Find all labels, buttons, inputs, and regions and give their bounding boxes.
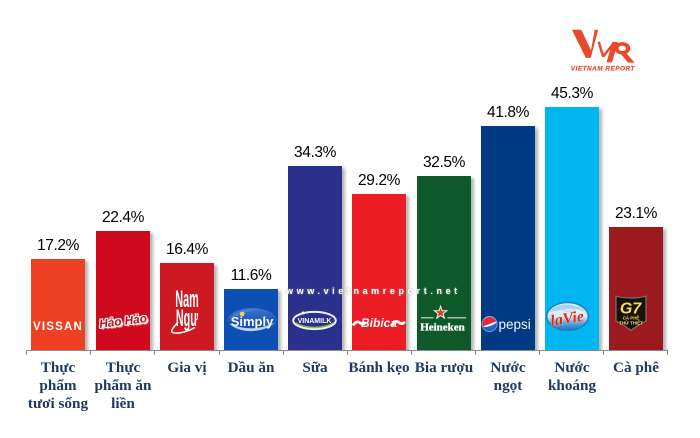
svg-text:Simply: Simply [231, 314, 274, 329]
svg-text:THỨ THIỆT: THỨ THIỆT [619, 320, 643, 325]
svg-text:laVie: laVie [549, 308, 585, 330]
svg-text:CÀ PHÊ: CÀ PHÊ [623, 315, 640, 320]
svg-text:VIETNAM REPORT: VIETNAM REPORT [571, 66, 636, 73]
svg-text:G7: G7 [620, 301, 642, 318]
svg-text:pepsi: pepsi [499, 317, 531, 332]
svg-text:Bibica: Bibica [361, 316, 397, 330]
svg-text:Heineken: Heineken [420, 322, 465, 334]
svg-text:VINAMILK: VINAMILK [298, 318, 332, 325]
